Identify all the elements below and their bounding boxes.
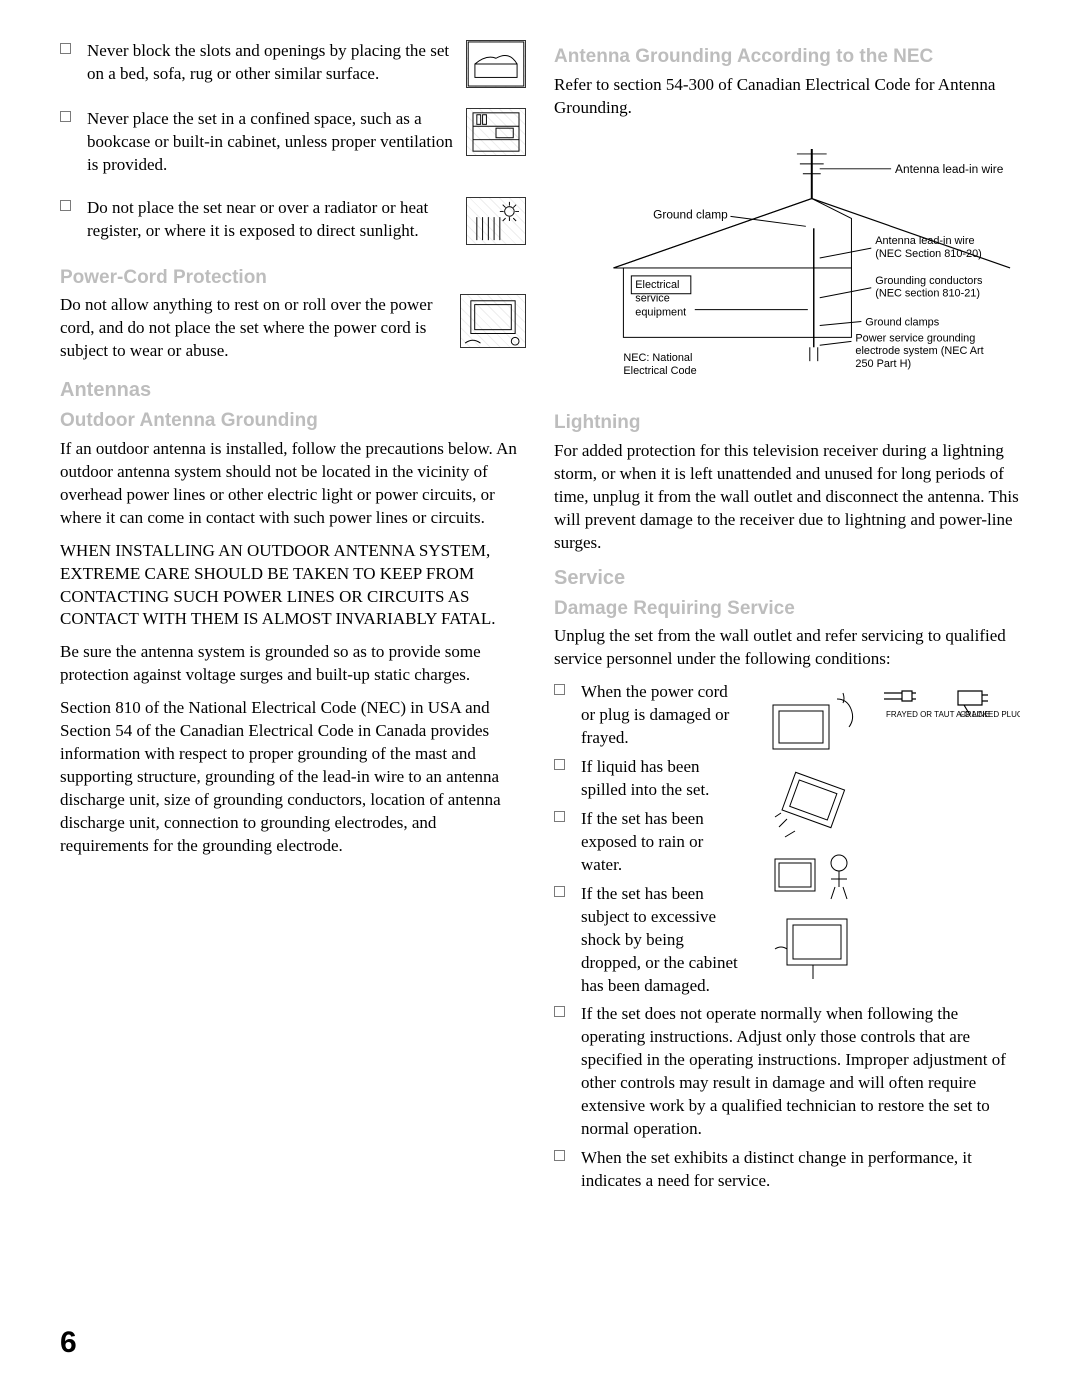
bullet-square-icon: [60, 43, 71, 54]
antenna-grounding-diagram: Antenna lead-in wire Ground clamp Electr…: [554, 138, 1020, 388]
svg-text:CRACKED PLUG: CRACKED PLUG: [960, 710, 1020, 719]
power-cord-text: Do not allow anything to rest on or roll…: [60, 294, 448, 363]
svg-text:service: service: [635, 292, 670, 304]
damage-text: When the power cord or plug is damaged o…: [581, 681, 744, 750]
svg-text:(NEC section 810-21): (NEC section 810-21): [875, 287, 980, 299]
tv-fall-icon: [765, 767, 865, 845]
damage-item: When the set exhibits a distinct change …: [554, 1147, 1020, 1193]
damage-item: If the set has been exposed to rain or w…: [554, 808, 744, 877]
damage-item: If the set has been subject to excessive…: [554, 883, 744, 998]
bullet-square-icon: [554, 1006, 565, 1017]
bullet-item: Never place the set in a confined space,…: [60, 108, 526, 177]
lightning-paragraph: For added protection for this television…: [554, 440, 1020, 555]
power-cord-block: Do not allow anything to rest on or roll…: [60, 294, 526, 363]
nec-paragraph: Refer to section 54-300 of Canadian Elec…: [554, 74, 1020, 120]
bed-sofa-icon: [466, 40, 526, 88]
bullet-square-icon: [60, 111, 71, 122]
tv-cord-icon: [460, 294, 526, 348]
damage-intro: Unplug the set from the wall outlet and …: [554, 625, 1020, 671]
outdoor-p1: If an outdoor antenna is installed, foll…: [60, 438, 526, 530]
tv-person-icon: [765, 849, 865, 905]
damage-text: If the set has been exposed to rain or w…: [581, 808, 744, 877]
svg-text:Electrical: Electrical: [635, 278, 679, 290]
bullet-square-icon: [554, 811, 565, 822]
svg-text:electrode system (NEC Art: electrode system (NEC Art: [855, 345, 983, 357]
bullet-square-icon: [554, 1150, 565, 1161]
outdoor-p2: Be sure the antenna system is grounded s…: [60, 641, 526, 687]
antennas-heading: Antennas: [60, 377, 526, 404]
bullet-square-icon: [60, 200, 71, 211]
damage-item: When the power cord or plug is damaged o…: [554, 681, 744, 750]
lightning-heading: Lightning: [554, 410, 1020, 436]
damage-item: If liquid has been spilled into the set.: [554, 756, 744, 802]
svg-text:NEC: National: NEC: National: [623, 352, 692, 364]
bullet-square-icon: [554, 684, 565, 695]
svg-text:Power service grounding: Power service grounding: [855, 332, 975, 344]
bullet-text: Do not place the set near or over a radi…: [87, 197, 454, 243]
svg-text:250 Part H): 250 Part H): [855, 358, 911, 370]
damage-heading: Damage Requiring Service: [554, 596, 1020, 622]
tv-water-icon: [765, 685, 865, 763]
damage-text: If the set has been subject to excessive…: [581, 883, 744, 998]
left-column: Never block the slots and openings by pl…: [60, 40, 526, 1311]
damage-text: When the set exhibits a distinct change …: [581, 1147, 1020, 1193]
bookcase-icon: [466, 108, 526, 156]
damage-item: If the set does not operate normally whe…: [554, 1003, 1020, 1141]
outdoor-p3: Section 810 of the National Electrical C…: [60, 697, 526, 858]
bullet-square-icon: [554, 886, 565, 897]
bullet-text: Never block the slots and openings by pl…: [87, 40, 454, 86]
outdoor-warning: WHEN INSTALLING AN OUTDOOR ANTENNA SYSTE…: [60, 540, 526, 632]
damage-text: If the set does not operate normally whe…: [581, 1003, 1020, 1141]
bullet-item: Never block the slots and openings by pl…: [60, 40, 526, 88]
damage-text: If liquid has been spilled into the set.: [581, 756, 744, 802]
svg-text:Electrical Code: Electrical Code: [623, 365, 696, 377]
diagram-label-lead-in: Antenna lead-in wire: [895, 161, 1004, 175]
power-cord-heading: Power-Cord Protection: [60, 265, 526, 291]
diagram-label-clamps: Ground clamps: [865, 316, 939, 328]
outdoor-antenna-heading: Outdoor Antenna Grounding: [60, 408, 526, 434]
svg-text:(NEC Section 810-20): (NEC Section 810-20): [875, 248, 982, 260]
service-heading: Service: [554, 565, 1020, 592]
tv-adjust-icon: [765, 909, 865, 987]
diagram-label-ground-clamp: Ground clamp: [653, 207, 728, 221]
damage-icons-stack: [750, 681, 880, 991]
svg-text:equipment: equipment: [635, 306, 686, 318]
plug-diagram: FRAYED OR TAUT A-C LINE CRACKED PLUG: [880, 681, 1020, 728]
svg-text:Antenna lead-in wire: Antenna lead-in wire: [875, 235, 974, 247]
page-number: 6: [60, 1323, 1020, 1364]
nec-heading: Antenna Grounding According to the NEC: [554, 44, 1020, 70]
bullet-text: Never place the set in a confined space,…: [87, 108, 454, 177]
right-column: Antenna Grounding According to the NEC R…: [554, 40, 1020, 1311]
bullet-square-icon: [554, 759, 565, 770]
radiator-sun-icon: [466, 197, 526, 245]
bullet-item: Do not place the set near or over a radi…: [60, 197, 526, 245]
svg-text:Grounding conductors: Grounding conductors: [875, 274, 983, 286]
